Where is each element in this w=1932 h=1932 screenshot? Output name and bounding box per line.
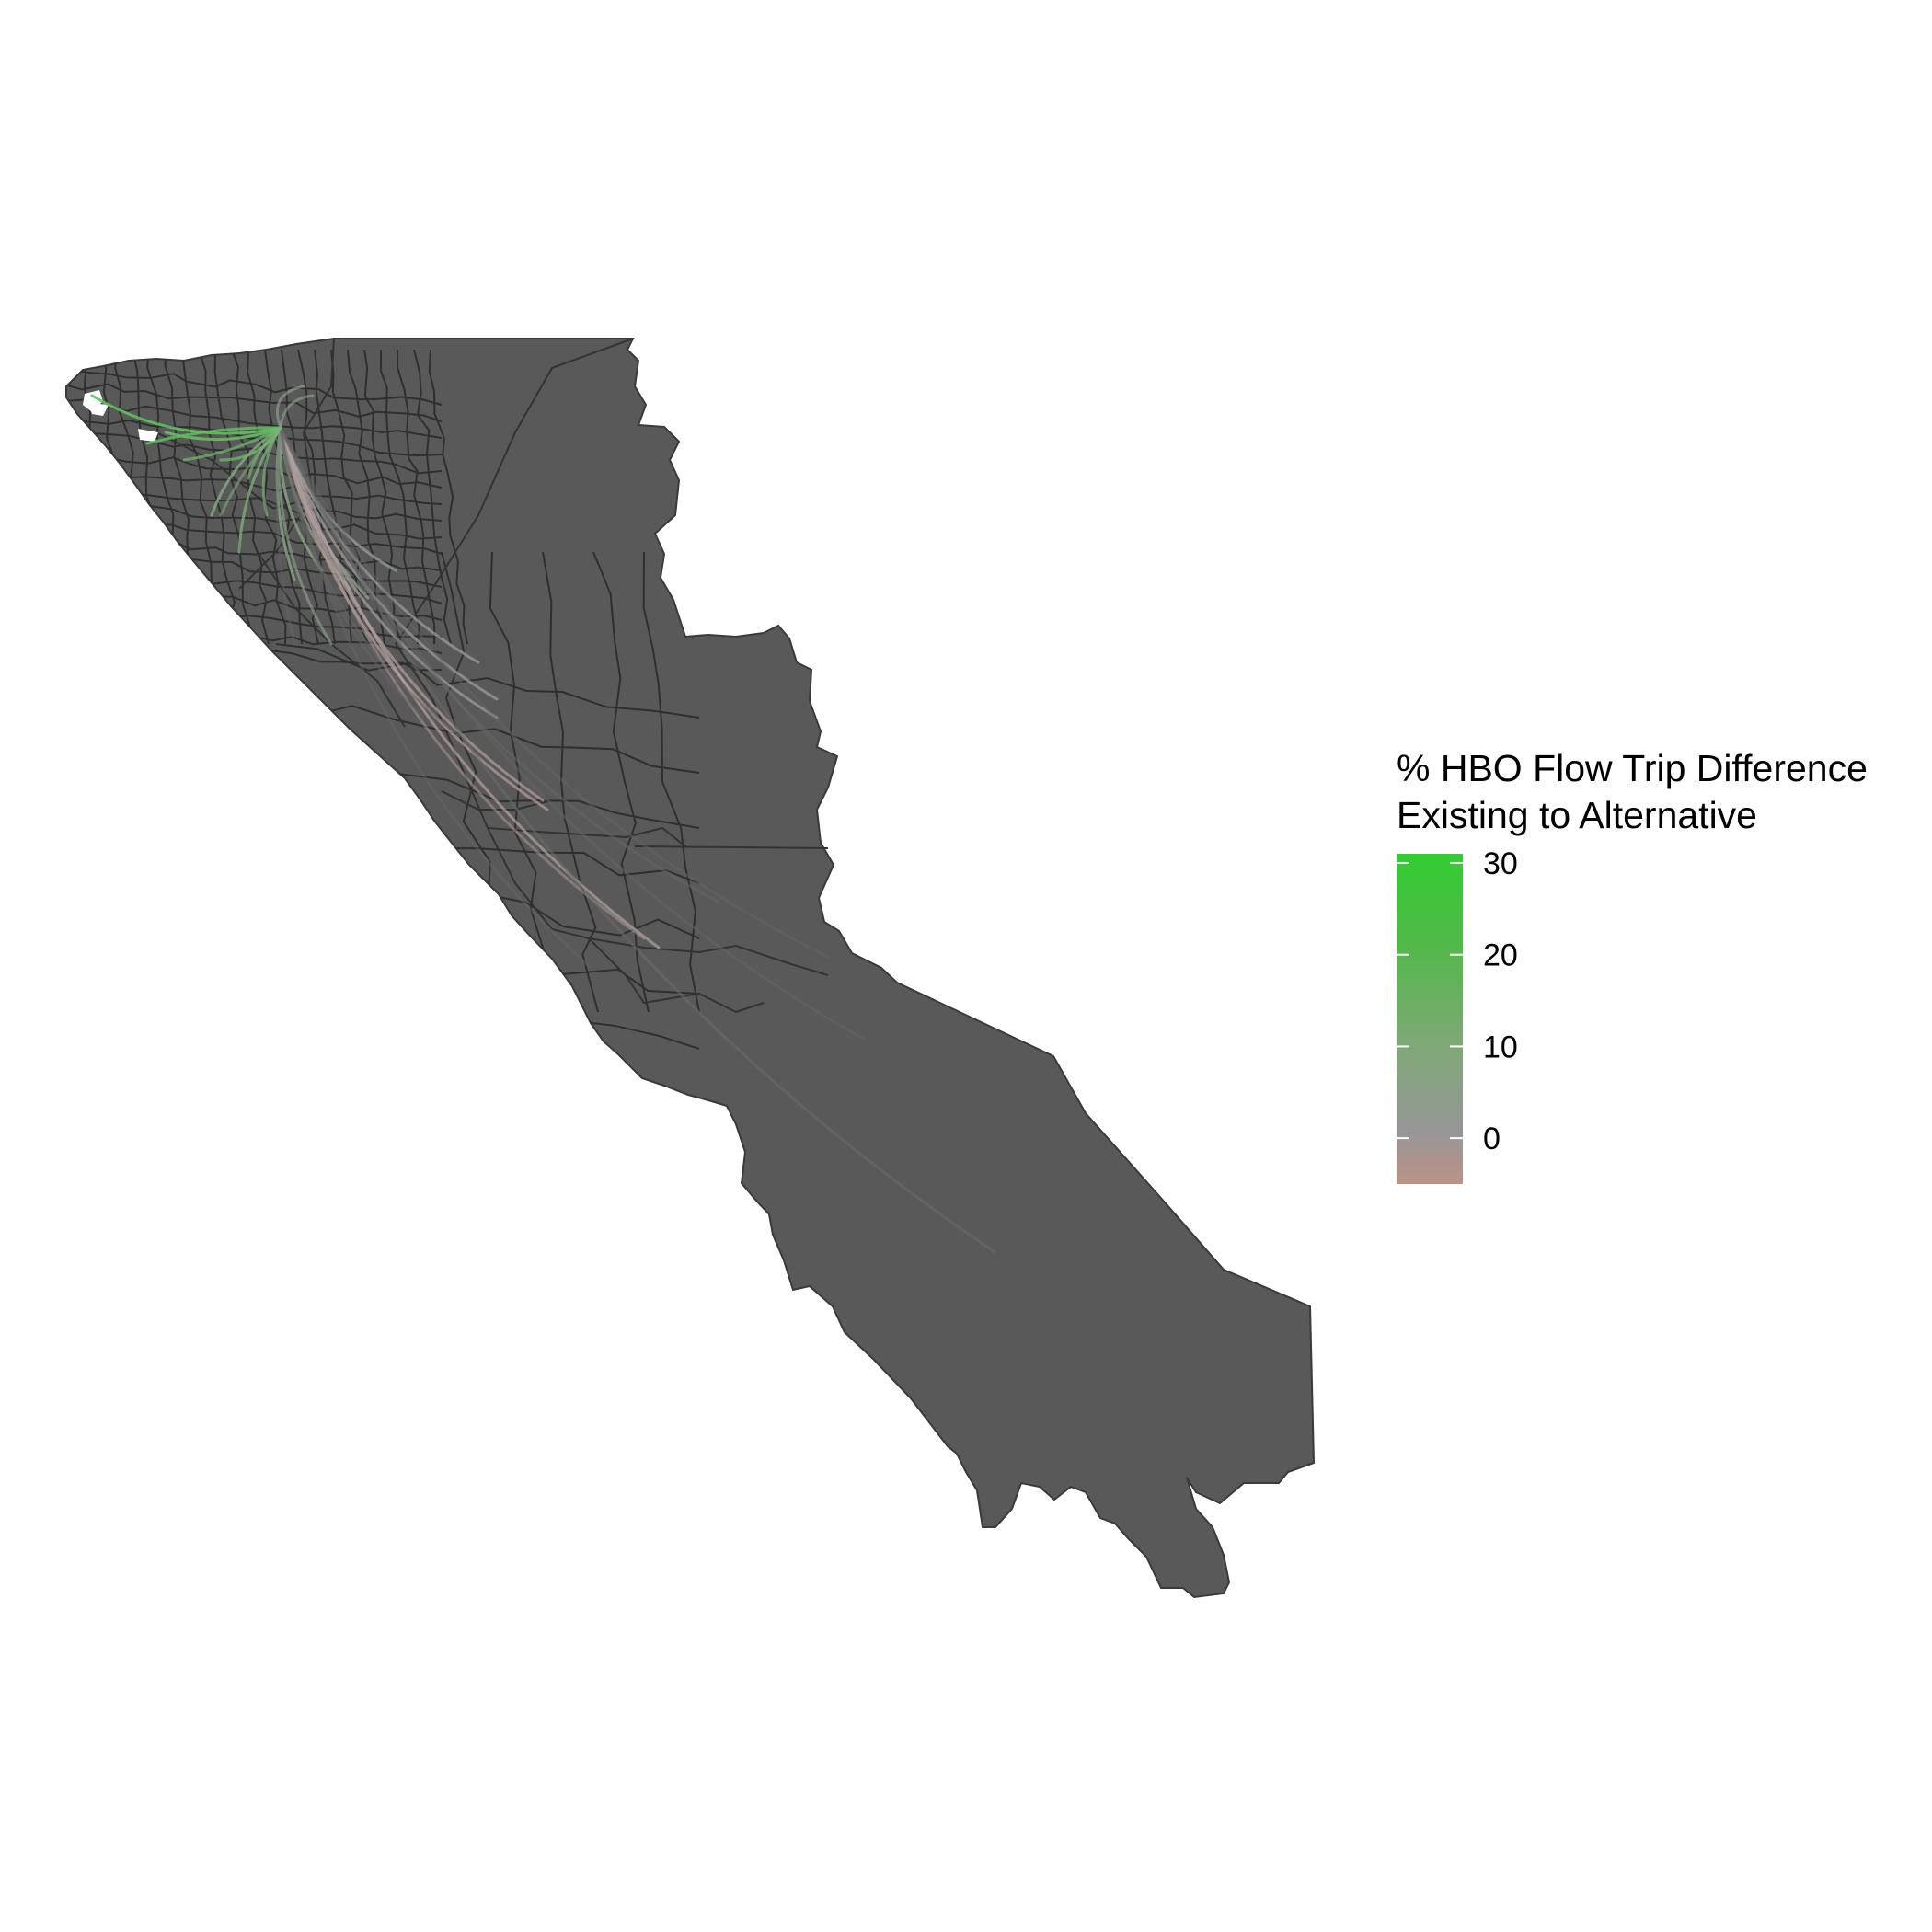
legend-colorbar [1397,854,1463,1184]
zone-line [314,349,352,645]
water-body [88,403,109,416]
flow-arc [279,426,830,959]
zone-line [66,367,443,406]
flow-arc [279,426,549,811]
division-line [441,790,553,811]
legend-tick-label: 0 [1483,1121,1501,1156]
water-bodies [83,390,158,442]
flow-arc [279,426,867,1041]
zone-line [213,349,253,645]
flow-arc [279,426,462,738]
division-line [238,338,335,590]
zone-line [542,551,599,1013]
zone-line [275,643,700,719]
flow-arc [279,426,591,968]
flow-arc [275,426,296,646]
zone-line [275,698,700,774]
zone-line [66,431,443,475]
water-body [83,390,103,412]
zone-line [489,551,551,1013]
flow-arc [90,394,282,435]
flow-arc [279,426,719,903]
flow-arc [261,426,282,517]
water-body [138,429,158,442]
flow-lines [90,385,995,1253]
flow-arc [145,426,282,445]
zone-line [66,448,443,489]
zone-line [66,383,443,422]
legend-tick-label: 30 [1483,846,1518,881]
legend-tick-label: 20 [1483,938,1518,973]
flow-arc [275,385,305,430]
flow-arc [279,426,661,949]
flow-arc [182,426,282,462]
flow-arc [279,394,315,430]
legend-tick-label: 10 [1483,1029,1518,1064]
legend: % HBO Flow Trip Difference Existing to A… [1397,747,1868,1184]
flow-arc [247,426,282,480]
flow-arc [279,426,646,940]
division-line [487,826,686,847]
zone-line [264,349,303,645]
zone-line [428,349,468,645]
division-line [395,643,553,930]
zone-line [66,417,443,457]
division-line [634,845,829,849]
legend-title-line2: Existing to Alternative [1397,794,1757,836]
flow-arc [277,426,333,646]
zone-line [66,398,443,439]
division-line [395,338,634,645]
division-line [588,937,765,1014]
flow-arc [210,426,282,517]
legend-ticks: 30 20 10 0 [1397,846,1518,1156]
flow-arc [279,426,425,719]
legend-title-line1: % HBO Flow Trip Difference [1397,747,1868,789]
